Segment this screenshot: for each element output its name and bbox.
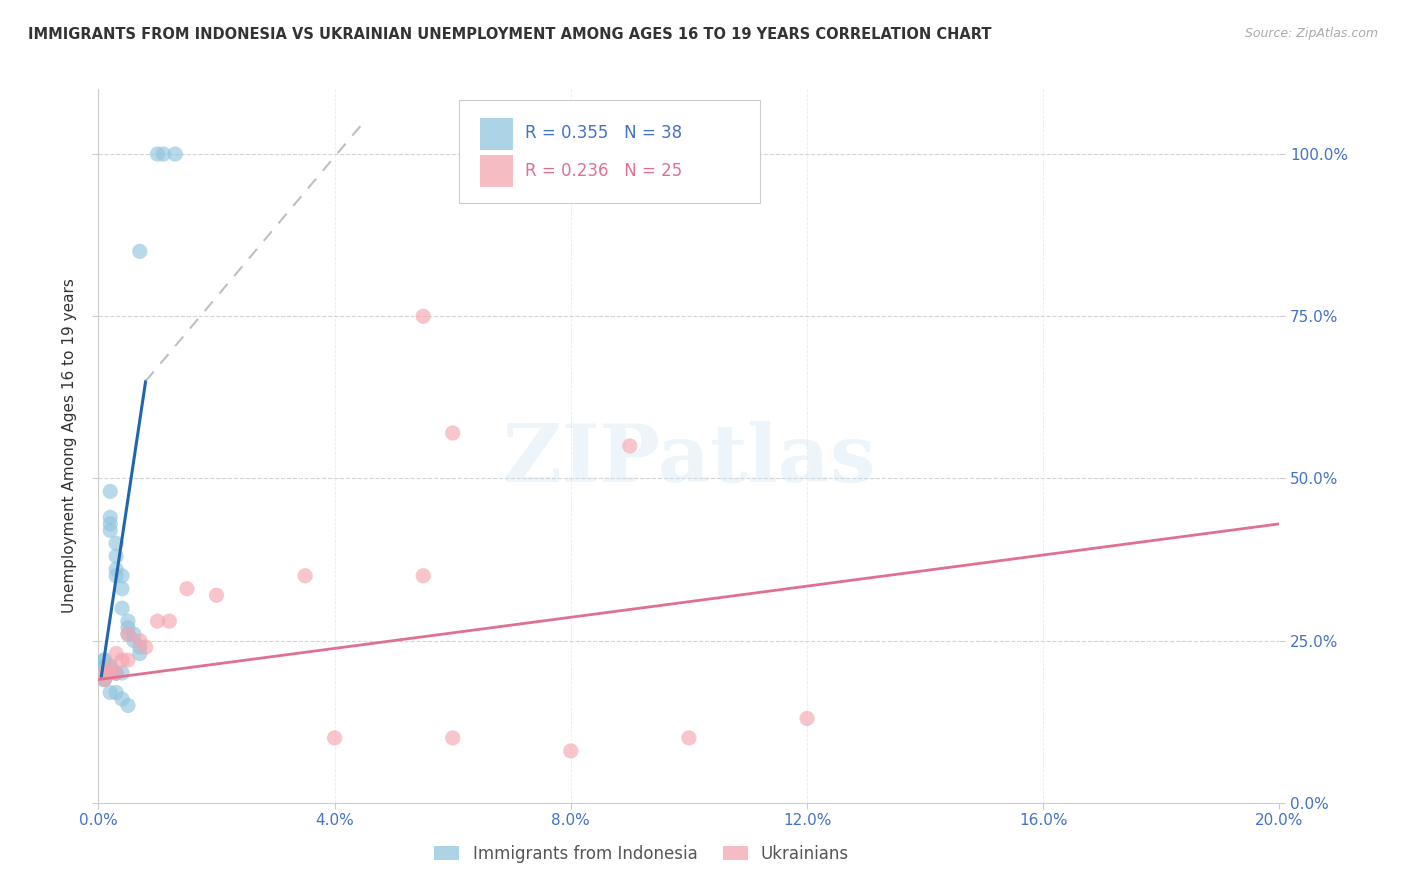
Point bbox=[412, 310, 434, 324]
Point bbox=[93, 673, 115, 687]
Point bbox=[105, 536, 128, 550]
Point bbox=[117, 621, 139, 635]
Point bbox=[111, 601, 134, 615]
Point bbox=[157, 614, 180, 628]
Point bbox=[111, 653, 134, 667]
Text: IMMIGRANTS FROM INDONESIA VS UKRAINIAN UNEMPLOYMENT AMONG AGES 16 TO 19 YEARS CO: IMMIGRANTS FROM INDONESIA VS UKRAINIAN U… bbox=[28, 27, 991, 42]
Point bbox=[93, 659, 115, 673]
Point bbox=[135, 640, 157, 654]
Point bbox=[105, 568, 128, 582]
Point bbox=[93, 673, 115, 687]
Point bbox=[122, 633, 145, 648]
Point bbox=[98, 659, 121, 673]
Point bbox=[117, 627, 139, 641]
Point bbox=[146, 147, 169, 161]
Point bbox=[117, 698, 139, 713]
Point bbox=[441, 425, 464, 440]
Point bbox=[323, 731, 346, 745]
Point bbox=[619, 439, 641, 453]
FancyBboxPatch shape bbox=[458, 100, 759, 203]
Point bbox=[93, 673, 115, 687]
Point bbox=[93, 653, 115, 667]
Point bbox=[98, 516, 121, 531]
Point bbox=[128, 647, 150, 661]
Point bbox=[122, 627, 145, 641]
FancyBboxPatch shape bbox=[479, 118, 513, 150]
Point bbox=[176, 582, 198, 596]
Point bbox=[152, 147, 174, 161]
Point bbox=[111, 582, 134, 596]
Point bbox=[128, 244, 150, 259]
Legend: Immigrants from Indonesia, Ukrainians: Immigrants from Indonesia, Ukrainians bbox=[427, 838, 856, 870]
Point bbox=[105, 666, 128, 681]
Point bbox=[98, 524, 121, 538]
Text: ZIPatlas: ZIPatlas bbox=[503, 421, 875, 500]
Point bbox=[105, 685, 128, 699]
Text: R = 0.236   N = 25: R = 0.236 N = 25 bbox=[524, 162, 682, 180]
Point bbox=[98, 666, 121, 681]
Text: Source: ZipAtlas.com: Source: ZipAtlas.com bbox=[1244, 27, 1378, 40]
Point bbox=[98, 484, 121, 499]
Point bbox=[105, 549, 128, 564]
Point bbox=[93, 659, 115, 673]
FancyBboxPatch shape bbox=[479, 155, 513, 187]
Text: R = 0.355   N = 38: R = 0.355 N = 38 bbox=[524, 125, 682, 143]
Point bbox=[678, 731, 700, 745]
Point bbox=[105, 666, 128, 681]
Point bbox=[93, 653, 115, 667]
Point bbox=[98, 659, 121, 673]
Point bbox=[111, 692, 134, 706]
Point bbox=[111, 568, 134, 582]
Point bbox=[98, 510, 121, 524]
Point bbox=[146, 614, 169, 628]
Point bbox=[117, 627, 139, 641]
Point bbox=[105, 562, 128, 576]
Point bbox=[165, 147, 187, 161]
Point bbox=[441, 731, 464, 745]
Point bbox=[128, 640, 150, 654]
Point bbox=[560, 744, 582, 758]
Point bbox=[105, 647, 128, 661]
Point bbox=[111, 666, 134, 681]
Point bbox=[98, 666, 121, 681]
Point bbox=[205, 588, 228, 602]
Point bbox=[93, 666, 115, 681]
Point bbox=[796, 711, 818, 725]
Point bbox=[105, 666, 128, 681]
Point bbox=[117, 614, 139, 628]
Y-axis label: Unemployment Among Ages 16 to 19 years: Unemployment Among Ages 16 to 19 years bbox=[62, 278, 77, 614]
Point bbox=[98, 659, 121, 673]
Point bbox=[98, 685, 121, 699]
Point bbox=[117, 653, 139, 667]
Point bbox=[412, 568, 434, 582]
Point bbox=[294, 568, 316, 582]
Point bbox=[128, 633, 150, 648]
